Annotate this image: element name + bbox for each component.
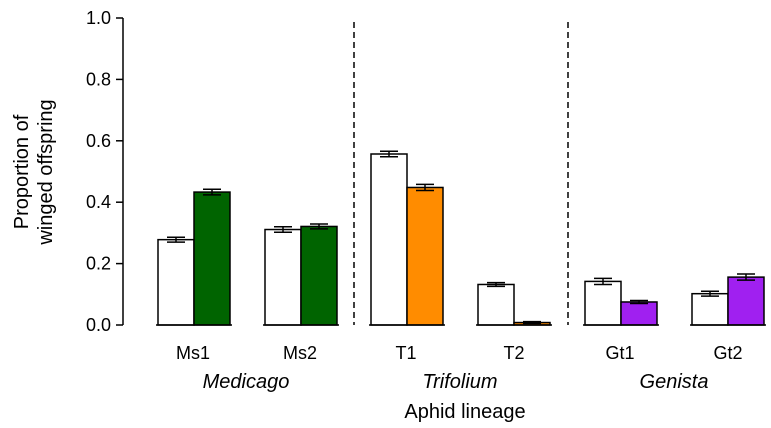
x-tick-label-t2: T2 [503, 343, 524, 363]
x-tick-label-gt1: Gt1 [605, 343, 634, 363]
y-tick-label: 0.2 [86, 254, 111, 274]
y-axis: 0.0 0.2 0.4 0.6 0.8 1.0 [86, 8, 124, 335]
x-axis-labels: Ms1 Ms2 T1 T2 Gt1 Gt2 Medicago Trifolium Genista [176, 343, 743, 393]
y-tick-label: 0.0 [86, 315, 111, 335]
x-tick-label-gt2: Gt2 [713, 343, 742, 363]
bar-t2-white [477, 283, 515, 326]
bar-ms2-white [264, 228, 302, 326]
group-label-medicago: Medicago [203, 371, 290, 393]
x-axis-title: Aphid lineage [404, 401, 525, 423]
bar-ms2-colored [300, 225, 338, 326]
y-tick-label: 0.6 [86, 131, 111, 151]
y-axis-title-line-2: winged offspring [35, 99, 57, 245]
y-tick-label: 0.8 [86, 69, 111, 89]
group-label-genista: Genista [640, 371, 709, 393]
x-tick-label-ms1: Ms1 [176, 343, 210, 363]
bar-gt2-white [691, 292, 729, 326]
x-tick-label-t1: T1 [395, 343, 416, 363]
y-axis-title-line-1: Proportion of [11, 114, 33, 229]
bar-gt1-colored [620, 301, 658, 326]
bars [156, 150, 766, 326]
group-label-trifolium: Trifolium [422, 371, 497, 393]
x-tick-label-ms2: Ms2 [283, 343, 317, 363]
bar-t1-white [370, 153, 408, 326]
y-tick-label: 1.0 [86, 8, 111, 28]
bar-gt2-colored [727, 276, 765, 326]
bar-ms1-white [157, 238, 195, 326]
bar-ms1-colored [193, 191, 231, 326]
bar-t1-colored [406, 186, 444, 326]
group-dividers [353, 22, 569, 325]
y-tick-label: 0.4 [86, 192, 111, 212]
bar-gt1-white [584, 280, 622, 326]
